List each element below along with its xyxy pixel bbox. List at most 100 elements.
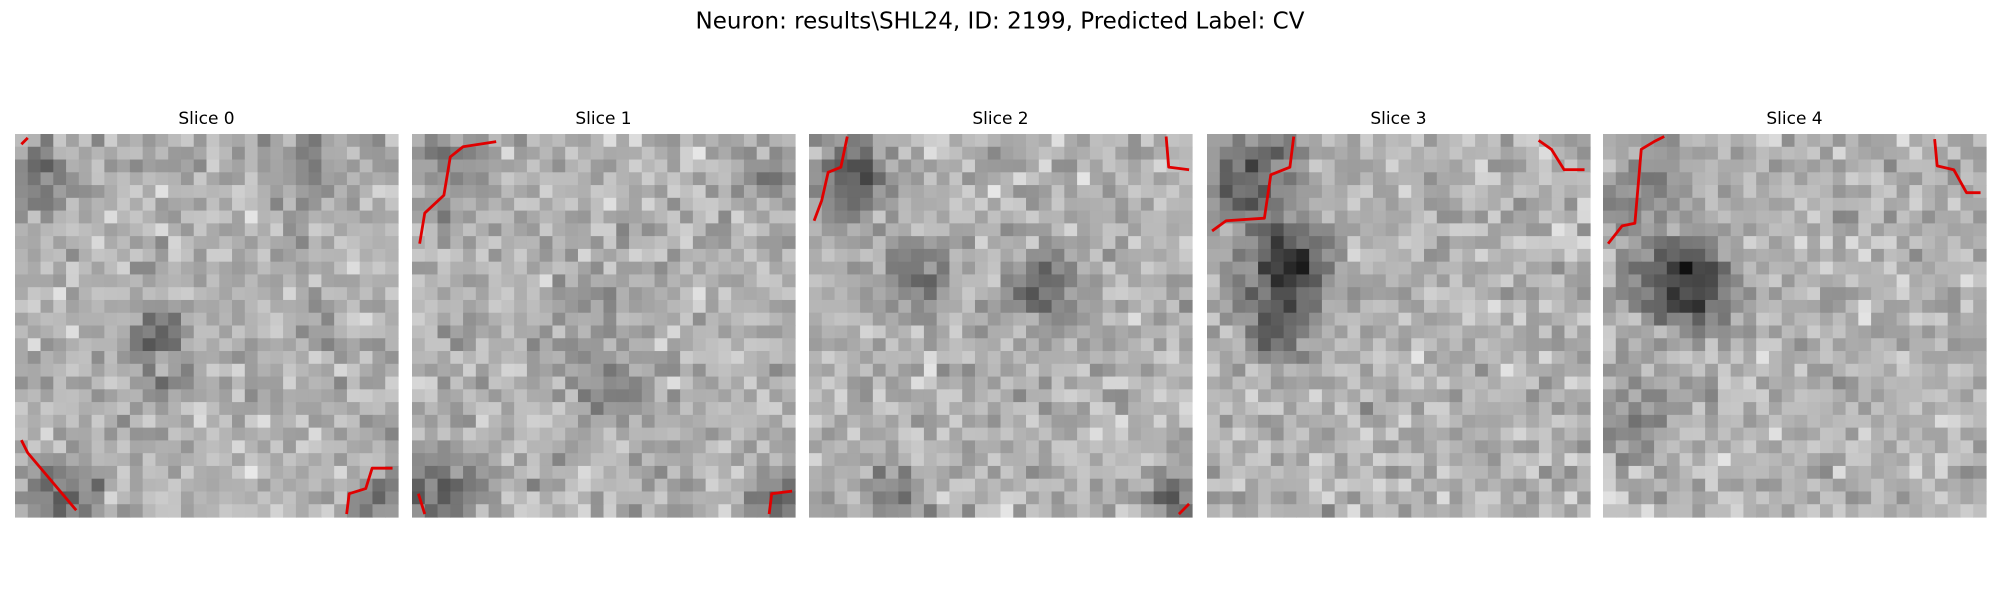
pixel xyxy=(1398,427,1412,441)
pixel xyxy=(1845,491,1859,505)
pixel xyxy=(782,185,796,199)
pixel xyxy=(1641,351,1655,365)
pixel xyxy=(1436,491,1451,505)
pixel xyxy=(1730,402,1745,416)
pixel xyxy=(475,185,490,199)
pixel xyxy=(936,299,951,314)
pixel xyxy=(385,172,399,186)
pixel xyxy=(1807,159,1821,173)
pixel xyxy=(1334,402,1349,416)
pixel xyxy=(1334,414,1349,429)
pixel xyxy=(142,210,157,224)
pixel xyxy=(1564,427,1578,441)
pixel xyxy=(1922,440,1936,454)
pixel xyxy=(1449,363,1463,378)
pixel xyxy=(1077,134,1091,148)
pixel xyxy=(40,363,54,378)
pixel xyxy=(1641,274,1655,288)
pixel xyxy=(667,325,681,339)
pixel xyxy=(53,376,67,390)
pixel xyxy=(1603,478,1617,493)
pixel xyxy=(142,363,157,378)
pixel xyxy=(206,363,220,378)
pixel xyxy=(117,440,131,454)
pixel xyxy=(949,159,963,173)
pixel xyxy=(1705,159,1719,173)
pixel xyxy=(987,146,1002,161)
pixel xyxy=(346,325,361,339)
contour xyxy=(1606,135,1665,245)
pixel xyxy=(1398,299,1412,314)
pixel xyxy=(1166,363,1180,378)
pixel xyxy=(193,248,208,263)
pixel xyxy=(475,491,490,505)
pixel xyxy=(1679,210,1693,224)
pixel xyxy=(1232,427,1246,441)
pixel xyxy=(1128,338,1142,352)
pixel xyxy=(1538,223,1553,237)
pixel xyxy=(1077,363,1091,378)
pixel xyxy=(40,248,54,263)
pixel xyxy=(1743,299,1757,314)
pixel xyxy=(1603,185,1617,199)
pixel xyxy=(526,197,541,212)
pixel xyxy=(78,210,93,224)
pixel xyxy=(743,287,758,301)
pixel xyxy=(1013,312,1027,327)
pixel xyxy=(1717,504,1732,518)
pixel xyxy=(1628,465,1642,480)
pixel xyxy=(78,134,93,148)
pixel xyxy=(898,185,912,199)
pixel xyxy=(424,248,439,263)
pixel xyxy=(1513,325,1527,339)
pixel xyxy=(782,363,796,378)
pixel xyxy=(1360,172,1374,186)
pixel xyxy=(270,465,284,480)
pixel xyxy=(372,491,386,505)
pixel xyxy=(987,465,1002,480)
pixel xyxy=(359,363,374,378)
pixel xyxy=(514,325,528,339)
pixel xyxy=(1781,146,1796,161)
pixel xyxy=(616,414,630,429)
pixel xyxy=(1845,248,1859,263)
pixel xyxy=(1807,351,1821,365)
pixel xyxy=(769,197,783,212)
pixel xyxy=(463,402,477,416)
pixel xyxy=(1166,210,1180,224)
pixel xyxy=(616,134,630,148)
pixel xyxy=(1296,325,1310,339)
pixel xyxy=(1973,478,1987,493)
pixel xyxy=(488,299,502,314)
pixel xyxy=(463,440,477,454)
pixel xyxy=(1615,478,1630,493)
pixel xyxy=(1500,491,1514,505)
pixel xyxy=(743,338,758,352)
pixel xyxy=(1922,185,1936,199)
pixel xyxy=(1102,299,1116,314)
pixel xyxy=(1449,287,1463,301)
pixel xyxy=(1462,185,1476,199)
pixel xyxy=(1794,338,1808,352)
pixel xyxy=(1207,159,1221,173)
pixel xyxy=(1270,363,1285,378)
pixel xyxy=(1615,146,1630,161)
pixel xyxy=(821,363,836,378)
pixel xyxy=(1411,389,1425,403)
pixel xyxy=(1245,159,1259,173)
pixel xyxy=(206,299,220,314)
pixel xyxy=(821,210,836,224)
pixel xyxy=(1321,287,1336,301)
pixel xyxy=(1692,376,1706,390)
pixel xyxy=(232,325,246,339)
pixel xyxy=(1411,325,1425,339)
pixel xyxy=(1219,197,1234,212)
pixel xyxy=(1321,197,1336,212)
pixel xyxy=(667,236,681,250)
pixel xyxy=(1820,223,1834,237)
pixel xyxy=(1666,185,1681,199)
pixel xyxy=(257,299,271,314)
pixel xyxy=(949,465,963,480)
pixel xyxy=(180,351,195,365)
pixel xyxy=(590,414,605,429)
